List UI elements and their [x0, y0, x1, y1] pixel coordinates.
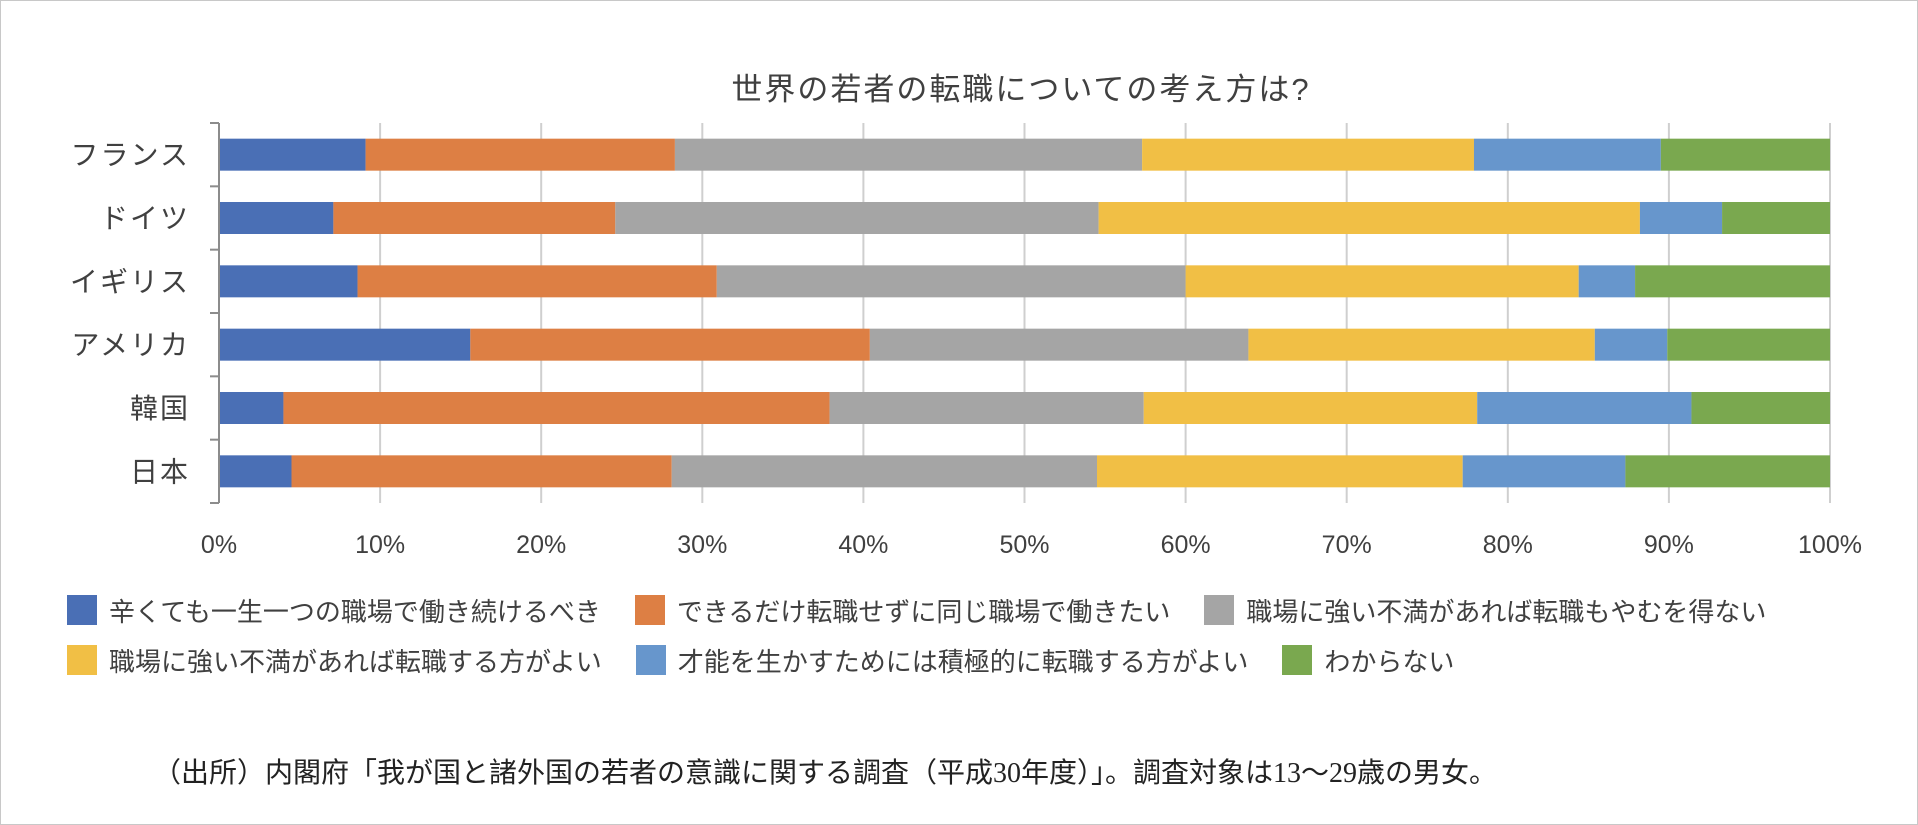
category-label: 日本	[130, 456, 190, 487]
bars	[219, 138, 1830, 488]
legend-label: 才能を生かすためには積極的に転職する方がよい	[677, 646, 1249, 677]
bar-segment	[1691, 392, 1830, 424]
legend-label: できるだけ転職せずに同じ職場で働きたい	[676, 596, 1171, 627]
bar-segment	[1098, 202, 1640, 234]
bar-segment	[1635, 265, 1830, 298]
category-label: ドイツ	[100, 203, 190, 234]
legend-label: 職場に強い不満があれば転職もやむを得ない	[1246, 596, 1767, 627]
legend-row: 辛くても一生一つの職場で働き続けるべき できるだけ転職せずに同じ職場で働きたい 職場…	[67, 585, 1867, 635]
legend: 辛くても一生一つの職場で働き続けるべき できるだけ転職せずに同じ職場で働きたい 職場…	[67, 585, 1867, 685]
x-tick-labels: 0% 10% 20% 30% 40% 50% 60% 70% 80% 90% 100%	[201, 531, 1862, 559]
bar-segment	[1477, 392, 1692, 424]
bar-segment	[1639, 202, 1723, 234]
x-tick-label: 50%	[999, 531, 1049, 559]
gridlines	[379, 123, 1831, 503]
source-note: （出所）内閣府「我が国と諸外国の若者の意識に関する調査（平成30年度）」。調査対…	[153, 758, 1498, 789]
bar-segment	[1667, 328, 1830, 361]
category-label: イギリス	[70, 266, 190, 297]
bar-segment	[829, 392, 1144, 424]
legend-item: 辛くても一生一つの職場で働き続けるべき	[67, 592, 601, 629]
x-tick-label: 30%	[677, 531, 727, 559]
bar-segment	[470, 328, 870, 361]
legend-label: 辛くても一生一つの職場で働き続けるべき	[109, 596, 601, 627]
bar-segment	[1722, 202, 1830, 234]
x-tick-label: 90%	[1644, 531, 1694, 559]
bar-segment	[357, 265, 717, 298]
x-tick-label: 0%	[201, 531, 237, 559]
legend-swatch	[67, 595, 97, 625]
bar-segment	[716, 265, 1186, 298]
x-tick-label: 80%	[1483, 531, 1533, 559]
bar-segment	[869, 328, 1249, 361]
bar-segment	[1143, 392, 1478, 424]
bar-segment	[615, 202, 1099, 234]
bar-segment	[1594, 328, 1668, 361]
x-tick-label: 20%	[516, 531, 566, 559]
bar-segment	[219, 138, 366, 171]
legend-swatch	[1282, 645, 1313, 675]
x-tick-label: 10%	[355, 531, 405, 559]
legend-swatch	[1204, 595, 1235, 625]
bar-segment	[219, 265, 358, 298]
bar-segment	[291, 455, 672, 488]
legend-swatch	[634, 595, 665, 625]
bar-segment	[1578, 265, 1636, 298]
legend-swatch	[635, 645, 666, 675]
x-tick-label: 100%	[1798, 531, 1862, 559]
bar-segment	[674, 138, 1143, 171]
x-tick-label: 60%	[1161, 531, 1211, 559]
bar-segment	[283, 392, 830, 424]
axes	[210, 122, 220, 504]
bar-segment	[365, 138, 675, 171]
legend-label: 職場に強い不満があれば転職する方がよい	[109, 646, 602, 677]
legend-item: 職場に強い不満があれば転職する方がよい	[67, 642, 602, 679]
bar-segment	[219, 455, 292, 488]
legend-item: できるだけ転職せずに同じ職場で働きたい	[634, 592, 1171, 629]
bar-segment	[219, 392, 284, 424]
bar-segment	[1660, 138, 1830, 171]
legend-item: 才能を生かすためには積極的に転職する方がよい	[635, 642, 1249, 679]
bar-segment	[1625, 455, 1830, 488]
bar-segment	[671, 455, 1097, 488]
x-tick-label: 40%	[838, 531, 888, 559]
bar-segment	[1473, 138, 1661, 171]
bar-segment	[1096, 455, 1463, 488]
bar-segment	[1142, 138, 1474, 171]
category-label: アメリカ	[71, 330, 190, 361]
legend-swatch	[67, 645, 97, 675]
bar-segment	[1462, 455, 1626, 488]
legend-row: 職場に強い不満があれば転職する方がよい 才能を生かすためには積極的に転職する方がよ…	[67, 635, 1867, 685]
legend-item: 職場に強い不満があれば転職もやむを得ない	[1204, 592, 1766, 629]
category-label: フランス	[71, 140, 190, 171]
bar-segment	[219, 328, 471, 361]
bar-segment	[1185, 265, 1579, 298]
bar-segment	[219, 202, 334, 234]
x-tick-label: 70%	[1322, 531, 1372, 559]
bar-segment	[333, 202, 616, 234]
chart-title: 世界の若者の転職についての考え方は?	[731, 72, 1310, 107]
category-label: 韓国	[130, 393, 190, 424]
bar-segment	[1248, 328, 1595, 361]
legend-label: わからない	[1324, 646, 1455, 677]
legend-item: わからない	[1282, 642, 1454, 679]
